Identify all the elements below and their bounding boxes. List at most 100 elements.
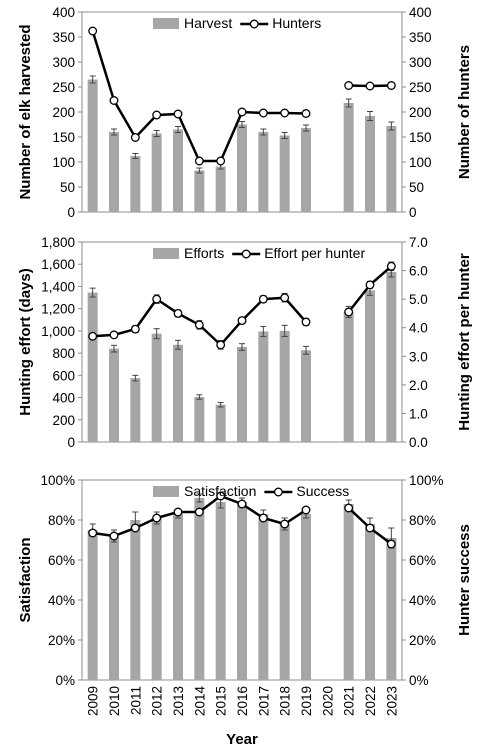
legend-item-satisfaction: Satisfaction [153,483,256,499]
bar-harvest [130,156,141,212]
x-tick-label: 2010 [107,686,122,716]
left-tick-label: 300 [52,55,75,70]
series-line-hunters [91,30,307,163]
right-tick-label: 100% [409,473,444,488]
right-tick-label: 20% [409,633,436,648]
x-tick-label: 2021 [342,686,357,716]
x-tick-label: 2009 [86,686,101,716]
x-tick-label: 2018 [278,686,293,716]
legend-swatch-bar [153,486,179,497]
bar-efforts [109,348,119,442]
left-tick-label: 1,600 [41,257,75,272]
bar-satisfaction [258,514,269,680]
right-tick-label: 50 [409,180,424,195]
line-point [280,293,290,303]
bar-satisfaction [130,520,141,680]
left-tick-label: 0 [67,435,75,450]
line-point [130,324,140,334]
bar-satisfaction [301,514,311,680]
line-point [173,308,183,318]
legend-swatch-marker [273,487,283,497]
legend: Efforts Effort per hunter [153,245,365,261]
x-tick-label: 2020 [320,686,335,716]
line-point [194,156,204,166]
line-point [194,320,204,330]
line-point [386,539,396,549]
bar-satisfaction [194,498,205,680]
left-tick-label: 200 [52,105,75,120]
bar-harvest [151,133,162,212]
x-tick-label: 2017 [256,686,271,716]
line-point [88,528,98,538]
bar-efforts [343,312,354,442]
bar-efforts [173,344,183,442]
line-point [130,133,140,142]
right-tick-label: 60% [409,553,436,568]
bar-harvest [237,124,247,212]
bar-harvest [386,126,397,212]
left-axis-label: Hunting effort (days) [17,268,34,416]
right-tick-label: 200 [409,105,432,120]
line-point [365,280,375,290]
right-tick-label: 300 [409,55,432,70]
line-point [109,330,119,340]
left-tick-label: 200 [52,413,75,428]
bar-satisfaction [365,524,375,680]
left-tick-label: 0% [55,673,75,688]
line-point [237,499,247,509]
left-tick-label: 150 [52,130,75,145]
line-point [237,107,247,117]
line-point [130,523,140,533]
bar-harvest [343,103,354,212]
line-point [88,26,98,36]
right-tick-label: 0.0 [409,435,428,450]
line-point [258,513,268,523]
right-tick-label: 7.0 [409,235,428,250]
line-point [365,523,375,533]
x-tick-label: 2019 [299,686,314,716]
line-point [344,307,354,317]
bar-efforts [237,347,247,442]
bar-efforts [151,333,162,442]
legend-item-harvest: Harvest [153,15,232,31]
line-point [194,507,204,517]
left-tick-label: 400 [52,5,75,20]
line-point [301,505,311,515]
left-tick-label: 1,800 [41,235,75,250]
x-axis-label: Year [226,731,258,748]
left-tick-label: 1,200 [41,302,75,317]
legend-label: Success [296,483,349,499]
right-tick-label: 1.0 [409,406,428,421]
right-tick-label: 6.0 [409,264,428,279]
left-tick-label: 40% [48,593,75,608]
right-tick-label: 2.0 [409,378,428,393]
bar-harvest [301,128,311,212]
bar-harvest [215,166,226,212]
bar-satisfaction [279,524,290,680]
left-axis-label: Number of elk harvested [17,24,34,199]
right-tick-label: 0 [409,205,417,220]
line-point [216,156,226,166]
line-point [301,109,311,118]
right-tick-label: 0% [409,673,429,688]
left-tick-label: 350 [52,30,75,45]
legend-label: Hunters [272,15,321,31]
bar-efforts [87,292,98,442]
left-tick-label: 60% [48,553,75,568]
legend-item-hunters: Hunters [240,15,321,31]
line-point [216,340,226,350]
chart-panel-2: 0 200 400 600 800 1,000 1,200 1,400 1,600 1,800 0.… [17,235,473,450]
right-tick-label: 40% [409,593,436,608]
x-tick-label: 2023 [384,686,399,716]
legend-swatch-bar [153,18,179,29]
x-tick-label: 2013 [171,686,186,716]
bar-satisfaction [215,502,226,680]
bar-harvest [365,116,375,212]
legend-item-success: Success [264,483,349,499]
line-point [258,294,268,304]
bar-satisfaction [109,536,119,680]
legend-swatch-bar [153,248,179,259]
bar-efforts [365,290,375,442]
legend: Harvest Hunters [153,15,321,31]
right-tick-label: 150 [409,130,432,145]
